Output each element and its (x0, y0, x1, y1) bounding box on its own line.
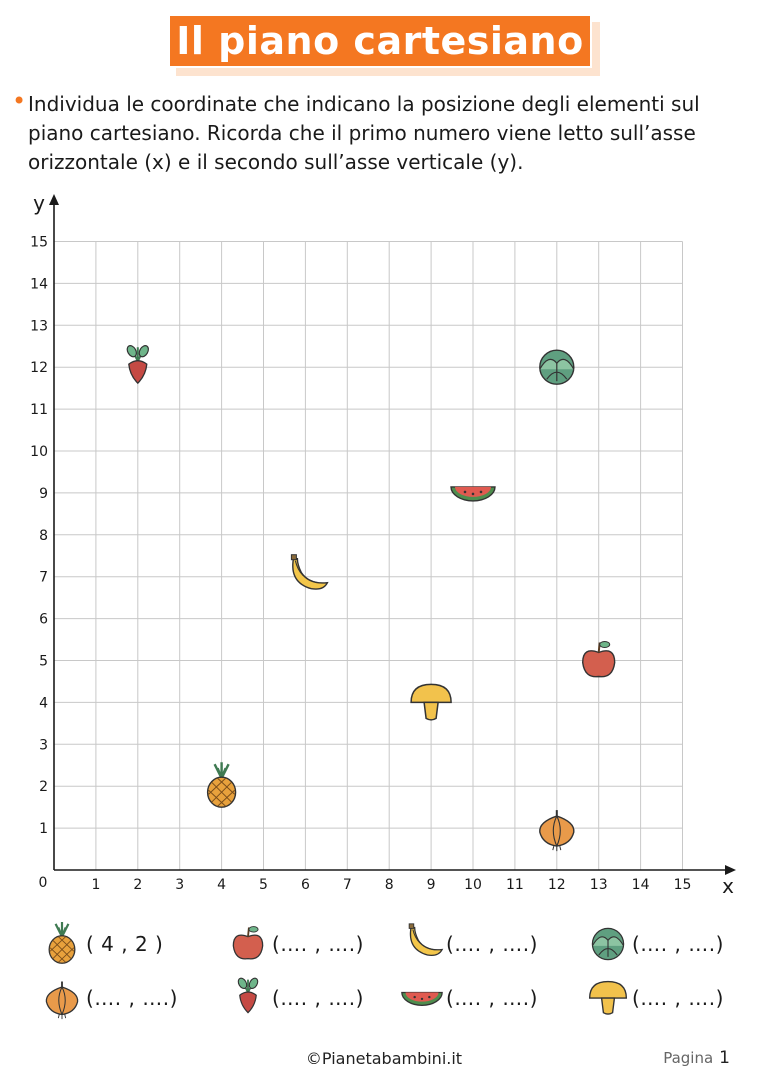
x-tick-label: 9 (427, 877, 436, 893)
y-tick-label: 14 (30, 276, 48, 292)
onion-icon (45, 981, 79, 1020)
x-tick-label: 8 (385, 877, 394, 893)
x-tick-label: 14 (632, 877, 650, 893)
y-tick-label: 10 (30, 444, 48, 460)
data-point-watermelon-icon (450, 486, 496, 502)
banana-icon (408, 923, 444, 956)
legend-coordinate: (…. , ….) (632, 932, 724, 956)
legend-coordinate: (…. , ….) (446, 932, 538, 956)
data-point-apple-icon (581, 641, 616, 678)
legend-coordinate: (…. , ….) (446, 986, 538, 1010)
mushroom-icon (588, 980, 628, 1015)
page-title: Il piano cartesiano (176, 19, 584, 63)
origin-label: 0 (39, 875, 48, 891)
data-point-beet-icon (126, 345, 149, 385)
footer-page: Pagina 1 (663, 1048, 730, 1068)
y-axis-label: y (33, 191, 45, 215)
x-tick-label: 12 (548, 877, 566, 893)
legend-item: (…. , ….) (400, 976, 538, 1020)
y-tick-label: 12 (30, 360, 48, 376)
legend-item: (…. , ….) (226, 976, 364, 1020)
pineapple-icon (48, 922, 76, 964)
beet-icon (237, 977, 259, 1014)
legend-item: (…. , ….) (400, 922, 538, 966)
legend-coordinate: (…. , ….) (86, 986, 178, 1010)
y-tick-label: 4 (39, 695, 48, 711)
legend-coordinate: ( 4 , 2 ) (86, 932, 164, 956)
y-tick-label: 13 (30, 318, 48, 334)
x-tick-label: 7 (343, 877, 352, 893)
x-tick-label: 13 (590, 877, 608, 893)
data-point-onion-icon (539, 810, 575, 852)
x-tick-label: 1 (91, 877, 100, 893)
footer-page-label: Pagina (663, 1049, 714, 1067)
title-box: Il piano cartesiano (168, 14, 592, 68)
y-tick-label: 15 (30, 235, 48, 251)
footer-site: ©Pianetabambini.it (305, 1049, 463, 1068)
y-axis-arrow-icon (49, 194, 59, 205)
data-point-pineapple-icon (206, 762, 237, 808)
x-tick-label: 5 (259, 877, 268, 893)
y-tick-label: 7 (39, 570, 48, 586)
title-banner: Il piano cartesiano (168, 14, 600, 76)
data-point-banana-icon (290, 554, 329, 590)
legend-item: (…. , ….) (226, 922, 364, 966)
y-tick-label: 9 (39, 486, 48, 502)
x-tick-label: 10 (464, 877, 482, 893)
x-tick-label: 6 (301, 877, 310, 893)
apple-icon (232, 926, 264, 960)
x-tick-label: 2 (133, 877, 142, 893)
y-tick-label: 8 (39, 528, 48, 544)
y-tick-label: 1 (39, 821, 48, 837)
x-axis-arrow-icon (725, 865, 736, 875)
legend-coordinate: (…. , ….) (632, 986, 724, 1010)
legend-item: (…. , ….) (586, 922, 724, 966)
data-point-cabbage-icon (539, 349, 575, 385)
grid-lines (54, 241, 683, 870)
legend-coordinate: (…. , ….) (272, 932, 364, 956)
data-point-mushroom-icon (410, 683, 452, 721)
watermelon-icon (401, 991, 443, 1006)
cabbage-icon (591, 927, 625, 961)
y-tick-label: 5 (39, 654, 48, 670)
y-tick-label: 2 (39, 779, 48, 795)
footer-page-number: 1 (719, 1048, 730, 1068)
x-axis-label: x (722, 874, 734, 898)
x-tick-label: 4 (217, 877, 226, 893)
x-tick-label: 15 (674, 877, 692, 893)
bullet-icon: • (12, 87, 27, 115)
legend-item: ( 4 , 2 ) (40, 922, 163, 966)
legend-item: (…. , ….) (586, 976, 724, 1020)
cartesian-plane: 1 2 3 4 5 6 7 8 9 10 11 12 13 14 151234567891011121314… (30, 191, 736, 898)
y-tick-label: 11 (30, 402, 48, 418)
instruction-block: • Individua le coordinate che indicano l… (12, 87, 754, 177)
x-tick-label: 11 (506, 877, 524, 893)
legend-item: (…. , ….) (40, 976, 178, 1020)
instruction-text: Individua le coordinate che indicano la … (28, 92, 700, 174)
x-tick-label: 3 (175, 877, 184, 893)
y-tick-label: 6 (39, 612, 48, 628)
y-tick-label: 3 (39, 737, 48, 753)
legend-coordinate: (…. , ….) (272, 986, 364, 1010)
